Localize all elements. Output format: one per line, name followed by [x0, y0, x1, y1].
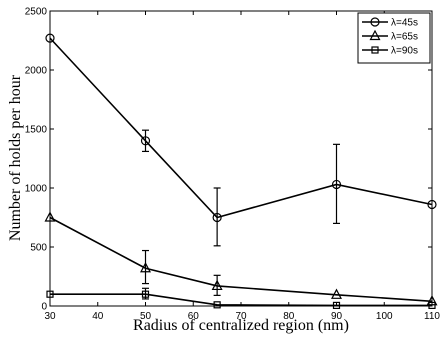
data-point: [213, 301, 221, 309]
legend-label: λ=65s: [391, 32, 418, 43]
x-tick-label: 100: [376, 311, 393, 322]
x-axis-label: Radius of centralized region (nm): [133, 317, 349, 334]
legend-marker: [369, 29, 381, 41]
legend-marker: [371, 46, 379, 54]
data-point: [141, 290, 150, 298]
x-tick-label: 60: [188, 311, 200, 322]
x-tick-label: 70: [235, 311, 247, 322]
x-tick-label: 40: [92, 311, 104, 322]
data-point: [140, 261, 151, 273]
y-axis-label: Number of holds per hour: [7, 74, 24, 241]
data-point: [212, 212, 222, 223]
x-tick-label: 90: [331, 311, 343, 322]
y-tick-label: 500: [30, 243, 47, 254]
plot-frame: [49, 10, 433, 307]
legend-box: [357, 12, 431, 64]
series-line: [49, 216, 433, 303]
x-tick-label: 50: [140, 311, 152, 322]
y-tick-label: 1500: [25, 125, 48, 136]
data-point: [140, 136, 151, 146]
data-point: [211, 279, 223, 291]
legend-marker: [370, 17, 380, 27]
data-point: [332, 301, 341, 310]
series-line: [49, 37, 433, 219]
x-tick-label: 110: [424, 311, 440, 322]
y-tick-label: 0: [41, 302, 47, 313]
y-tick-label: 1000: [25, 184, 48, 195]
series-line: [50, 293, 432, 307]
data-point: [331, 179, 342, 190]
y-tick-label: 2500: [25, 7, 48, 18]
legend-label: λ=90s: [391, 46, 418, 57]
legend: λ=45s λ=65s λ=90s: [357, 12, 431, 64]
x-tick-label: 30: [44, 311, 56, 322]
x-tick-label: 80: [283, 311, 295, 322]
legend-label: λ=45s: [391, 18, 418, 29]
data-point: [331, 288, 342, 299]
y-tick-label: 2000: [25, 66, 48, 77]
